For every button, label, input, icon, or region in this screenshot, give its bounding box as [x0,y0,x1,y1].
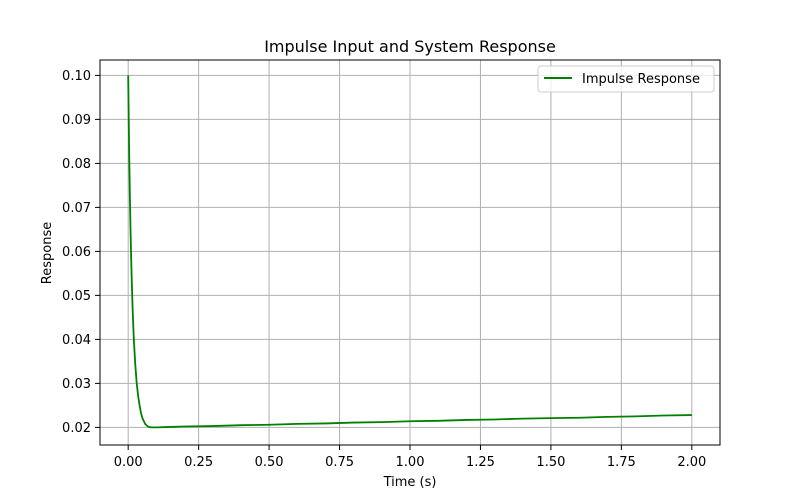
y-tick-label: 0.05 [62,289,91,304]
x-tick-label: 0.00 [114,455,143,470]
x-tick-label: 0.50 [255,455,284,470]
y-axis-label: Response [40,222,55,284]
x-tick-label: 0.75 [325,455,354,470]
x-tick-label: 1.75 [607,455,636,470]
x-tick-label: 1.50 [536,455,565,470]
legend-box [537,65,715,93]
y-tick-label: 0.04 [62,333,91,348]
x-tick-label: 1.00 [396,455,425,470]
y-axis-ticks: 0.02 0.03 0.04 0.05 0.06 0.07 0.08 0.09 0.10 [62,69,100,436]
series-line-impulse-response [127,75,692,429]
grid-lines [100,60,720,445]
x-tick-label: 0.25 [184,455,213,470]
x-axis-label: Time (s) [383,475,437,490]
x-tick-label: 2.00 [677,455,706,470]
legend: Impulse Response [537,65,715,93]
chart-title: Impulse Input and System Response [264,37,556,56]
y-tick-label: 0.09 [62,113,91,128]
y-tick-label: 0.07 [62,201,91,216]
y-tick-label: 0.03 [62,377,91,392]
y-tick-label: 0.10 [62,69,91,84]
x-axis-ticks: 0.00 0.25 0.50 0.75 1.00 1.25 1.50 1.75 2.00 [114,445,706,470]
legend-label: Impulse Response [582,72,700,87]
y-tick-label: 0.08 [62,157,91,172]
series-layer [127,75,692,429]
x-tick-label: 1.25 [466,455,495,470]
y-tick-label: 0.06 [62,245,91,260]
y-tick-label: 0.02 [62,421,91,436]
